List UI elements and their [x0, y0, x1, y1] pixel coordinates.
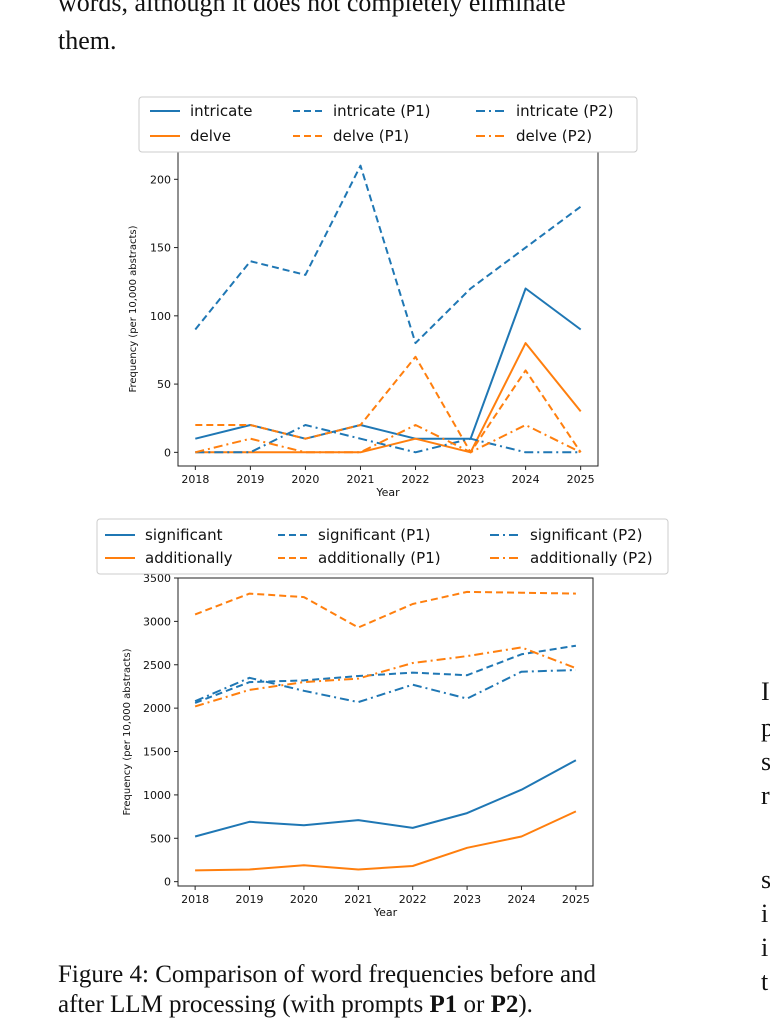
legend-label: intricate (P2)	[516, 102, 614, 120]
x-axis-label: Year	[373, 906, 398, 919]
series-line-intricate	[195, 287, 582, 440]
right-column-fragment: i	[761, 933, 769, 962]
y-tick-label: 0	[164, 446, 171, 459]
right-column-fragment: t	[761, 967, 769, 996]
x-tick-label: 2025	[567, 473, 595, 486]
legend-label: additionally (P1)	[318, 549, 441, 567]
series-line-additionally	[195, 810, 577, 872]
body-text-line: them.	[58, 26, 117, 55]
legend-label: intricate (P1)	[333, 102, 431, 120]
x-tick-label: 2023	[457, 473, 485, 486]
x-tick-label: 2023	[453, 893, 481, 906]
legend-label: intricate	[190, 102, 252, 120]
series-line-intricate-p2-	[195, 424, 581, 454]
y-tick-label: 3000	[143, 615, 171, 628]
series-line-significant-p1-	[194, 644, 577, 704]
legend-box	[96, 518, 669, 575]
right-column-fragment: s	[761, 747, 770, 776]
body-text-line: words, although it does not completely e…	[58, 0, 566, 17]
y-tick-label: 100	[150, 310, 171, 323]
y-tick-label: 3500	[143, 572, 171, 585]
legend-label: delve	[190, 127, 231, 145]
legend-label: additionally (P2)	[530, 549, 653, 567]
y-tick-label: 1500	[143, 746, 171, 759]
series-line-significant	[194, 759, 577, 838]
x-tick-label: 2020	[290, 893, 318, 906]
figure-caption: Figure 4: Comparison of word frequencies…	[58, 960, 596, 1020]
series-line-delve-p1-	[195, 355, 582, 454]
legend-label: delve (P1)	[333, 127, 409, 145]
x-tick-label: 2025	[562, 893, 590, 906]
caption-line1: Figure 4: Comparison of word frequencies…	[58, 961, 597, 988]
legend-label: delve (P2)	[516, 127, 592, 145]
series-line-intricate-p1-	[194, 164, 582, 345]
right-column-fragment: i	[761, 899, 769, 928]
legend-label: significant (P1)	[318, 526, 431, 544]
x-tick-label: 2018	[181, 473, 209, 486]
caption-line2-prefix: after LLM processing (with prompts	[58, 991, 430, 1018]
series-line-delve	[195, 342, 582, 454]
x-tick-label: 2019	[236, 473, 264, 486]
x-tick-label: 2020	[291, 473, 319, 486]
series-line-significant-p2-	[194, 669, 576, 704]
y-tick-label: 0	[164, 876, 171, 889]
x-tick-label: 2024	[512, 473, 540, 486]
x-tick-label: 2022	[402, 473, 430, 486]
x-tick-label: 2018	[181, 893, 209, 906]
x-axis-label: Year	[375, 486, 400, 499]
caption-p1: P1	[429, 991, 458, 1018]
x-tick-label: 2021	[344, 893, 372, 906]
y-tick-label: 500	[150, 832, 171, 845]
x-tick-label: 2021	[346, 473, 374, 486]
legend-box	[138, 96, 638, 153]
plot-frame	[177, 577, 594, 887]
legend-label: significant (P2)	[530, 526, 643, 544]
right-column-fragment: I	[761, 677, 770, 706]
x-tick-label: 2022	[399, 893, 427, 906]
right-column-fragment: r	[761, 781, 770, 810]
series-line-delve-p2-	[195, 424, 582, 454]
y-tick-label: 2500	[143, 659, 171, 672]
right-column-fragment: s	[761, 865, 770, 894]
caption-p2: P2	[490, 991, 519, 1018]
right-column-fragment: p	[761, 713, 770, 742]
series-line-additionally-p1-	[194, 590, 576, 629]
caption-suffix: ).	[518, 991, 533, 1018]
x-tick-label: 2024	[507, 893, 535, 906]
x-tick-label: 2019	[236, 893, 264, 906]
legend-label: significant	[145, 526, 223, 544]
plot-frame	[177, 151, 599, 467]
series-line-additionally-p2-	[194, 646, 577, 708]
y-tick-label: 2000	[143, 702, 171, 715]
y-tick-label: 200	[150, 173, 171, 186]
y-tick-label: 150	[150, 242, 171, 255]
y-tick-label: 1000	[143, 789, 171, 802]
y-axis-label: Frequency (per 10,000 abstracts)	[122, 648, 133, 815]
legend-label: additionally	[145, 549, 233, 567]
y-axis-label: Frequency (per 10,000 abstracts)	[128, 225, 139, 392]
y-tick-label: 50	[157, 378, 171, 391]
caption-or: or	[457, 991, 491, 1018]
